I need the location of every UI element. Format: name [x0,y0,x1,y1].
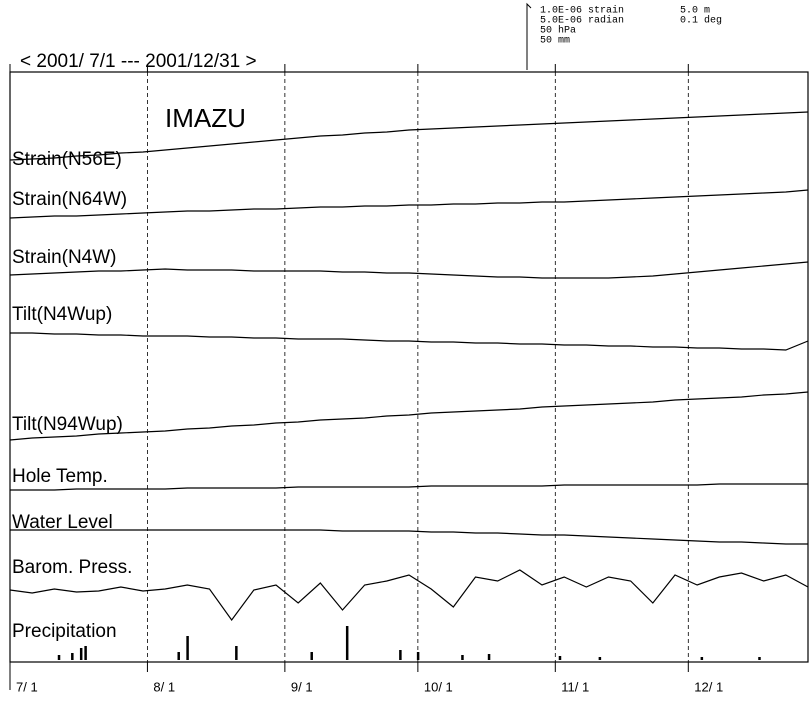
scale-label: 1.0E-06 strain [540,5,624,17]
trace [9,111,809,161]
series-label: Tilt(N4Wup) [12,304,112,325]
series-label: Strain(N56E) [12,149,122,170]
series-label: Precipitation [12,621,117,642]
trace [10,332,809,351]
x-tick-label: 8/ 1 [153,679,175,694]
series-label: Water Level [12,512,113,533]
precip-bar [598,657,602,660]
scale-label: 0.1 deg [680,15,722,27]
trace [9,391,809,441]
station-name: IMAZU [165,103,246,133]
precip-bar [345,626,349,660]
precip-bar [177,652,180,660]
series-label: Hole Temp. [12,466,108,487]
precip-bar [758,657,761,660]
trace [9,189,809,219]
precip-bar [235,646,238,660]
precip-bar [399,650,402,660]
scale-label: 50 hPa [540,25,576,37]
precip-bar [57,655,61,660]
series-label: Tilt(N94Wup) [12,414,123,435]
series-label: Strain(N4W) [12,247,117,268]
x-tick-label: 10/ 1 [424,679,453,694]
chart-title: < 2001/ 7/1 --- 2001/12/31 > [20,51,257,72]
x-tick-label: 9/ 1 [291,679,313,694]
precip-bar [186,636,189,660]
scale-label: 50 mm [540,36,570,47]
precip-bar [416,652,420,660]
frame [9,71,809,663]
precip-bar [461,655,464,660]
scale-bar [526,2,532,70]
trace [9,569,809,622]
precip-bar [700,657,704,660]
precip-bar [310,652,313,660]
x-tick-label: 11/ 1 [561,679,589,694]
trace [10,483,808,491]
trace [10,529,808,545]
x-tick-label: 7/ 1 [16,679,38,694]
scale-label: 5.0 m [680,6,710,17]
precip-bar [84,646,87,660]
precip-bar [79,648,83,660]
trace [9,261,809,279]
series-label: Strain(N64W) [12,189,127,210]
scale-label: 5.0E-06 radian [540,15,624,27]
precip-bar [487,654,491,660]
precip-bar [71,653,74,660]
precip-bar [558,656,562,660]
x-tick-label: 12/ 1 [694,679,723,694]
series-label: Barom. Press. [12,557,132,578]
